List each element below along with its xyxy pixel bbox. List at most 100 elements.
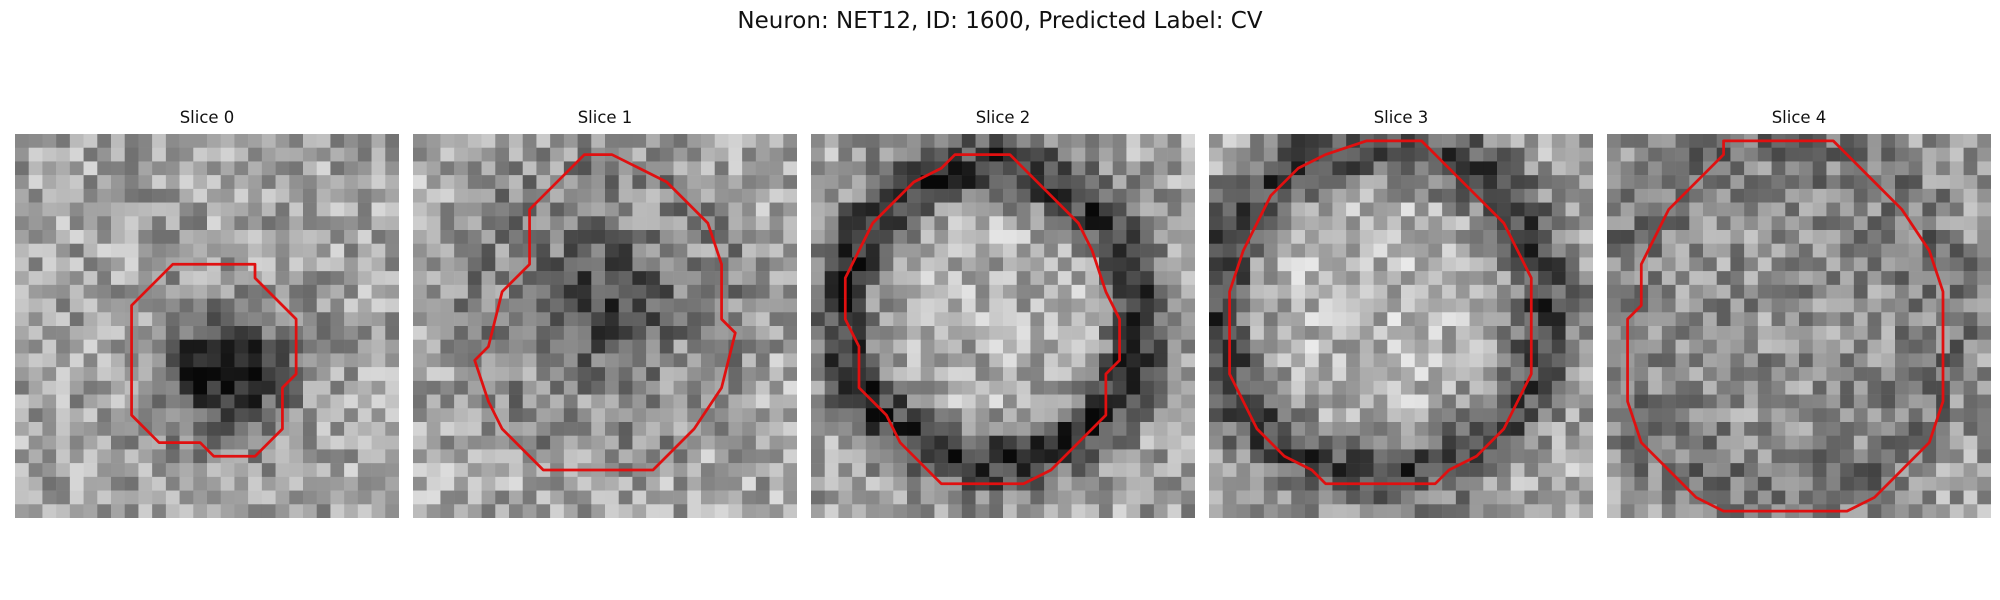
pixel (1607, 257, 1621, 272)
pixel (234, 284, 249, 299)
pixel (1236, 271, 1251, 286)
pixel (1099, 147, 1113, 162)
pixel (1236, 188, 1251, 203)
pixel (303, 243, 317, 258)
pixel (1044, 284, 1059, 299)
pixel (1250, 326, 1265, 340)
pixel (714, 326, 729, 340)
pixel (893, 298, 908, 313)
pixel (1181, 284, 1195, 299)
pixel (220, 188, 235, 203)
pixel (852, 175, 867, 190)
pixel (467, 175, 482, 190)
pixel (1003, 326, 1017, 340)
pixel (1881, 380, 1896, 395)
pixel (522, 394, 537, 409)
slice-image-4 (1607, 134, 1991, 518)
pixel (1332, 339, 1347, 354)
pixel (220, 230, 235, 244)
pixel (1003, 243, 1017, 258)
pixel (152, 367, 167, 382)
pixel (742, 367, 757, 382)
pixel (550, 147, 565, 162)
pixel (975, 230, 990, 244)
pixel (1812, 202, 1827, 217)
pixel (769, 257, 784, 272)
pixel (1401, 394, 1415, 409)
slice-title-4: Slice 4 (1771, 108, 1827, 127)
pixel (811, 134, 825, 148)
pixel (1291, 326, 1306, 340)
pixel (248, 504, 263, 518)
pixel (769, 298, 784, 313)
pixel (1703, 463, 1717, 478)
pixel (1483, 367, 1498, 382)
pixel (1853, 339, 1868, 354)
pixel (1153, 380, 1168, 395)
pixel (701, 257, 715, 272)
pixel (1071, 230, 1086, 244)
pixel (1236, 284, 1251, 299)
pixel (1867, 147, 1882, 162)
pixel (1963, 312, 1978, 327)
pixel (1401, 216, 1415, 231)
pixel (961, 326, 976, 340)
pixel (659, 504, 674, 518)
pixel (1826, 271, 1841, 286)
pixel (1057, 367, 1072, 382)
pixel (1428, 435, 1443, 450)
pixel (1346, 147, 1361, 162)
pixel (1524, 490, 1539, 505)
pixel (1414, 504, 1429, 518)
pixel (632, 175, 647, 190)
pixel (563, 175, 578, 190)
pixel (1579, 326, 1593, 340)
pixel (1483, 298, 1498, 313)
pixel (618, 435, 633, 450)
pixel (742, 476, 757, 491)
pixel (1387, 380, 1402, 395)
pixel (1579, 230, 1593, 244)
pixel (56, 147, 71, 162)
pixel (1181, 243, 1195, 258)
pixel (1977, 408, 1991, 423)
pixel (111, 134, 125, 148)
pixel (838, 175, 853, 190)
pixel (1346, 257, 1361, 272)
pixel (1936, 243, 1951, 258)
pixel (1030, 490, 1045, 505)
pixel (440, 367, 455, 382)
pixel (1607, 216, 1621, 231)
pixel (1428, 216, 1443, 231)
pixel (495, 161, 510, 176)
pixel (495, 367, 510, 382)
pixel (1716, 408, 1731, 423)
pixel (1840, 243, 1855, 258)
pixel (728, 463, 743, 478)
pixel (1153, 339, 1168, 354)
pixel (646, 147, 661, 162)
pixel (577, 271, 592, 286)
pixel (742, 449, 757, 464)
pixel (1112, 422, 1127, 436)
pixel (69, 271, 84, 286)
pixel (1167, 312, 1182, 327)
pixel (1785, 449, 1800, 464)
pixel (440, 422, 455, 436)
pixel (659, 298, 674, 313)
pixel (1977, 257, 1991, 272)
pixel (303, 353, 317, 368)
pixel (1895, 380, 1909, 395)
pixel (605, 216, 619, 231)
pixel (111, 257, 125, 272)
pixel (1071, 380, 1086, 395)
pixel (1099, 326, 1113, 340)
pixel (15, 284, 29, 299)
pixel (1867, 380, 1882, 395)
pixel (1346, 463, 1361, 478)
pixel (1483, 339, 1498, 354)
pixel (28, 353, 43, 368)
pixel (811, 298, 825, 313)
pixel (1840, 339, 1855, 354)
pixel (1963, 257, 1978, 272)
